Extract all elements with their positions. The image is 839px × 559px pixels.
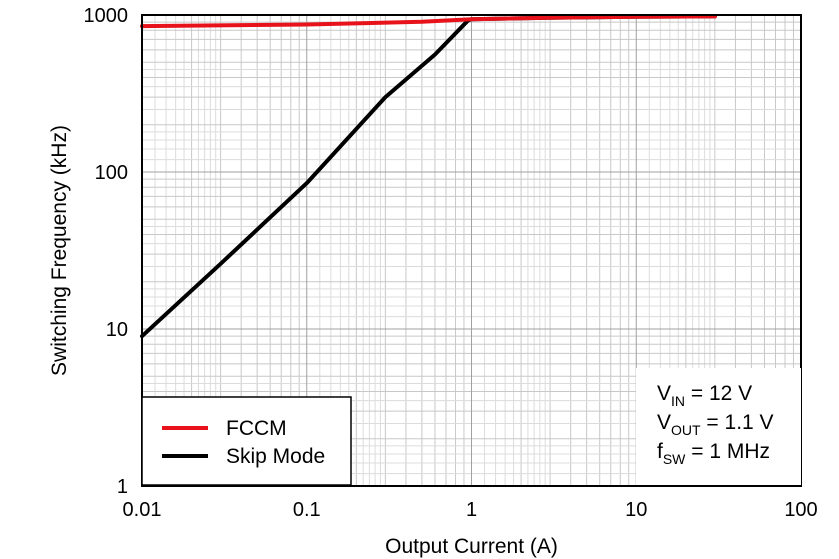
annotation-line: fSW = 1 MHz (657, 440, 770, 467)
x-tick-label: 1 (466, 499, 477, 521)
legend-label-skip-mode: Skip Mode (226, 445, 325, 468)
plot-frame (141, 14, 802, 487)
y-axis-label: Switching Frequency (kHz) (48, 125, 71, 376)
legend-label-fccm: FCCM (226, 417, 287, 440)
y-tick-labels: 1 10 100 1000 (84, 5, 129, 498)
annotation-background (636, 368, 801, 485)
y-tick-label: 1000 (84, 5, 129, 27)
x-tick-label: 0.1 (293, 499, 321, 521)
x-tick-label: 0.01 (123, 499, 162, 521)
y-tick-label: 10 (106, 319, 128, 341)
annotation-line: VOUT = 1.1 V (657, 411, 774, 438)
x-tick-label: 100 (784, 499, 817, 521)
series-layer (140, 14, 717, 339)
y-tick-label: 100 (95, 162, 128, 184)
annotation-line: VIN = 12 V (657, 382, 752, 409)
y-tick-label: 1 (117, 476, 128, 498)
x-tick-label: 10 (625, 499, 647, 521)
x-tick-labels: 0.01 0.1 1 10 100 (123, 499, 818, 521)
legend-box (141, 396, 352, 486)
x-axis-label: Output Current (A) (385, 535, 558, 558)
series-line-fccm (140, 14, 717, 29)
legend: FCCM Skip Mode (141, 396, 352, 486)
